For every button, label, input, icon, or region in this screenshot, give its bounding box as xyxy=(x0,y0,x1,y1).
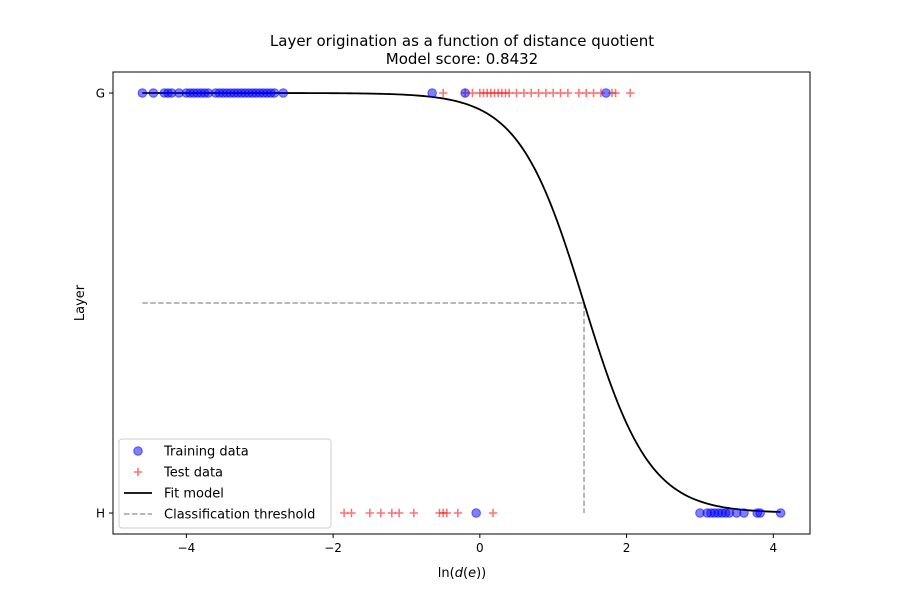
chart-title: Layer origination as a function of dista… xyxy=(270,32,654,50)
x-axis: −4 −2 0 2 4 xyxy=(178,534,777,555)
legend-label: Classification threshold xyxy=(164,508,315,523)
y-axis-label: Layer xyxy=(73,284,88,321)
threshold-layer xyxy=(142,302,585,513)
test-data-point xyxy=(527,88,536,98)
test-data-point xyxy=(574,88,584,98)
training-data-point xyxy=(755,508,765,518)
test-data-point xyxy=(376,508,385,518)
y-axis: HG xyxy=(96,87,113,521)
legend-label: Test data xyxy=(163,466,223,481)
test-data-point xyxy=(512,88,521,98)
test-data-point xyxy=(438,88,448,98)
training-data-point xyxy=(471,508,481,518)
test-data-point xyxy=(504,88,514,98)
test-data-point xyxy=(589,88,598,98)
training-data-point xyxy=(269,88,280,98)
x-tick-label: −4 xyxy=(178,541,196,555)
test-data-point xyxy=(582,88,591,98)
legend: Training data Test data Fit model Classific… xyxy=(118,438,332,529)
test-data-point xyxy=(549,88,558,98)
test-data-point xyxy=(409,508,419,518)
test-data-point xyxy=(519,88,529,98)
test-data-point xyxy=(488,508,498,518)
test-data-point xyxy=(394,508,404,518)
x-axis-label: ln(d(e)) xyxy=(438,566,486,581)
legend-test-marker xyxy=(133,467,143,477)
training-data-point xyxy=(775,508,786,518)
test-data-point xyxy=(347,508,356,518)
training-data-point xyxy=(137,88,148,98)
legend-label: Fit model xyxy=(164,487,224,502)
legend-label: Training data xyxy=(163,445,249,460)
test-data-point xyxy=(453,508,463,518)
legend-items: Training data Test data Fit model Classific… xyxy=(124,445,315,523)
test-data-point xyxy=(534,88,543,98)
plot-frame xyxy=(112,71,811,535)
training-data-point xyxy=(427,88,437,98)
test-data-point xyxy=(365,508,374,518)
test-data-point xyxy=(611,88,620,98)
points-layer xyxy=(137,88,786,518)
test-data-point xyxy=(339,508,349,518)
training-data-point xyxy=(739,508,749,518)
x-tick-label: 4 xyxy=(769,541,777,555)
test-data-point xyxy=(442,508,452,518)
y-tick-label: G xyxy=(96,87,105,101)
training-data-point xyxy=(460,88,470,98)
chart-subtitle: Model score: 0.8432 xyxy=(386,50,538,68)
x-tick-label: 2 xyxy=(623,541,631,555)
test-data-point xyxy=(626,88,635,98)
test-data-point xyxy=(563,88,573,98)
legend-training-marker xyxy=(133,446,143,456)
training-data-point xyxy=(278,88,289,98)
training-data-point xyxy=(601,88,611,98)
test-data-point xyxy=(556,88,565,98)
y-tick-label: H xyxy=(96,507,105,521)
legend-box xyxy=(118,438,332,529)
test-data-point xyxy=(387,508,396,518)
x-tick-label: 0 xyxy=(476,541,484,555)
training-data-point xyxy=(148,88,159,98)
x-tick-label: −2 xyxy=(324,541,342,555)
test-data-point xyxy=(541,88,551,98)
